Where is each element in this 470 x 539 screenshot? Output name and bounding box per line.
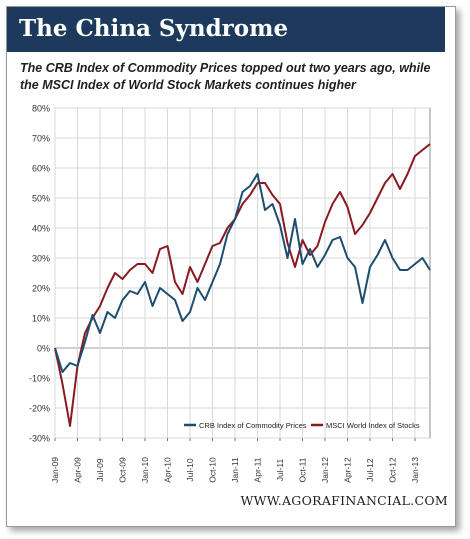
y-tick-label: -30% (29, 434, 50, 444)
y-tick-label: -20% (29, 404, 50, 414)
x-tick-label: Jul-09 (95, 458, 105, 481)
x-tick-label: Oct-10 (208, 457, 218, 483)
x-tick-label: Apr-10 (163, 457, 173, 483)
title-banner: The China Syndrome (7, 7, 445, 52)
crb-series-line (54, 173, 431, 373)
source-url: WWW.AGORAFINANCIAL.COM (240, 493, 448, 508)
y-tick-label: 20% (32, 284, 50, 294)
legend-label-crb: CRB Index of Commodity Prices (199, 421, 307, 430)
y-tick-label: 60% (32, 164, 50, 174)
chart-subtitle: The CRB Index of Commodity Prices topped… (20, 61, 431, 92)
x-tick-label: Jul-12 (365, 458, 375, 481)
y-tick-label: 10% (32, 314, 50, 324)
x-tick-label: Oct-09 (118, 457, 128, 483)
x-tick-label: Jul-10 (185, 458, 195, 481)
y-tick-label: 50% (32, 194, 50, 204)
x-tick-label: Jul-11 (275, 458, 285, 481)
x-tick-label: Oct-12 (388, 457, 398, 483)
y-tick-label: 30% (32, 254, 50, 264)
legend-label-msci: MSCI World Index of Stocks (326, 421, 420, 430)
x-tick-label: Jan-13 (410, 457, 420, 483)
x-tick-label: Jan-11 (230, 457, 240, 483)
msci-series-line (54, 143, 431, 427)
y-tick-label: -10% (29, 374, 50, 384)
x-tick-label: Apr-09 (73, 457, 83, 483)
x-tick-label: Apr-12 (343, 457, 353, 483)
x-tick-label: Jan-09 (50, 457, 60, 483)
plot-area (54, 107, 431, 439)
page-title: The China Syndrome (19, 15, 289, 42)
x-tick-label: Jan-12 (320, 457, 330, 483)
x-tick-label: Jan-10 (140, 457, 150, 483)
y-tick-label: 0% (37, 344, 50, 354)
x-tick-label: Oct-11 (298, 457, 308, 482)
y-tick-label: 40% (32, 224, 50, 234)
y-tick-label: 80% (32, 104, 50, 114)
x-tick-label: Apr-11 (253, 457, 263, 482)
y-tick-label: 70% (32, 134, 50, 144)
